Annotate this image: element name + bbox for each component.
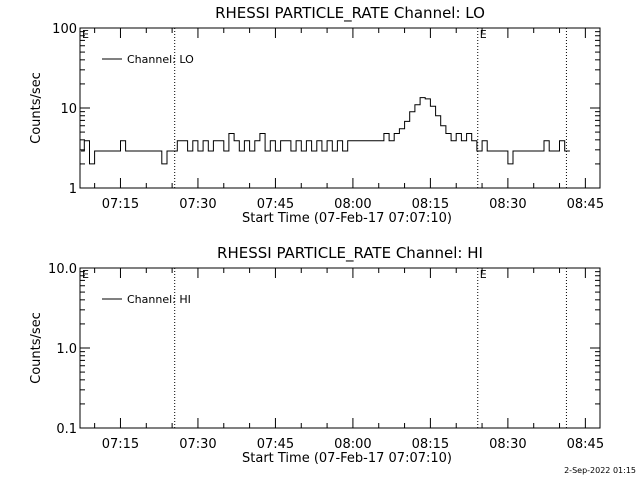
x-tick-label: 08:30 [489, 437, 526, 452]
y-tick-label: 1 [69, 182, 77, 197]
x-axis-label: Start Time (07-Feb-17 07:07:10) [242, 211, 452, 226]
x-tick-label: 08:15 [412, 437, 449, 452]
x-tick-label: 07:30 [179, 197, 216, 212]
x-tick-label: 08:45 [567, 437, 604, 452]
x-tick-label: 07:45 [257, 437, 294, 452]
chart-panel-1: RHESSI PARTICLE_RATE Channel: HI 0.1 1.0 10… [29, 244, 604, 466]
x-tick-label: 07:30 [179, 437, 216, 452]
y-tick-label: 10 [60, 102, 77, 117]
x-axis-label: Start Time (07-Feb-17 07:07:10) [242, 451, 452, 466]
footer-timestamp: 2-Sep-2022 01:15 [564, 466, 636, 475]
y-tick-label: 10.0 [48, 262, 77, 277]
legend-label: Channel: LO [127, 53, 194, 66]
x-tick-label: 08:15 [412, 197, 449, 212]
event-marker-label: E [82, 268, 89, 281]
y-tick-label: 100 [52, 22, 77, 37]
x-tick-label: 08:00 [334, 437, 371, 452]
x-tick-label: 07:15 [102, 437, 139, 452]
plot-frame [79, 27, 601, 189]
y-tick-label: 1.0 [56, 342, 77, 357]
x-tick-label: 08:45 [567, 197, 604, 212]
x-tick-label: 07:15 [102, 197, 139, 212]
event-marker-label: E [82, 28, 89, 41]
chart-panel-0: RHESSI PARTICLE_RATE Channel: LO 1 10 100 Co… [29, 4, 604, 226]
series-line [81, 97, 570, 165]
chart-title: RHESSI PARTICLE_RATE Channel: LO [215, 4, 485, 23]
x-tick-label: 08:30 [489, 197, 526, 212]
legend-label: Channel: HI [127, 293, 191, 306]
y-tick-label: 0.1 [56, 422, 77, 437]
event-marker-label: E [480, 28, 487, 41]
chart-title: RHESSI PARTICLE_RATE Channel: HI [217, 244, 483, 263]
y-axis-label: Counts/sec [29, 312, 44, 384]
y-axis-label: Counts/sec [29, 72, 44, 144]
x-tick-label: 07:45 [257, 197, 294, 212]
event-marker-label: E [480, 268, 487, 281]
x-tick-label: 08:00 [334, 197, 371, 212]
plot-frame [79, 267, 601, 429]
